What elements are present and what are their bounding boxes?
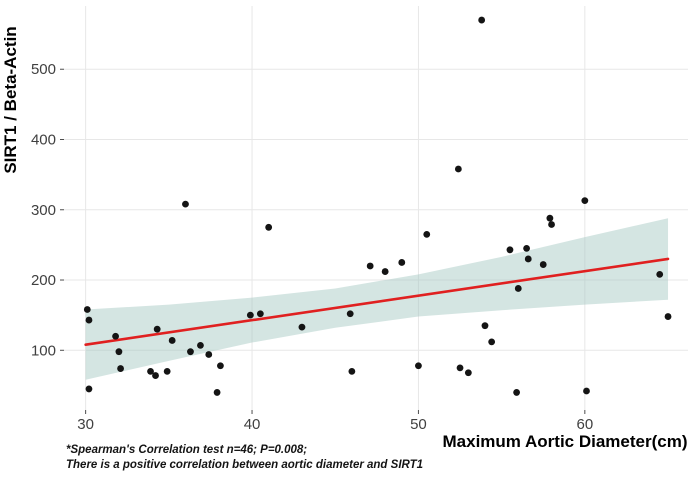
data-point — [348, 367, 356, 375]
y-axis-title: SIRT1 / Beta-Actin — [1, 26, 20, 173]
data-point — [213, 389, 221, 396]
data-point — [256, 310, 264, 318]
data-point — [85, 385, 93, 393]
y-tick-label: 300 — [31, 202, 56, 219]
regression-line-path — [84, 257, 670, 346]
data-point — [656, 270, 664, 278]
data-point — [85, 316, 93, 324]
data-point — [152, 372, 159, 379]
data-point — [381, 268, 389, 275]
data-point — [464, 369, 472, 377]
data-point — [346, 310, 354, 318]
data-points — [83, 16, 672, 396]
axis-ticks-and-labels: 30 40 50 60 100 200 300 400 500 — [31, 61, 593, 433]
x-tick-label: 40 — [244, 416, 261, 433]
y-tick-label: 100 — [31, 342, 56, 359]
data-point — [217, 362, 224, 370]
y-tick-label: 500 — [31, 61, 56, 78]
data-point — [539, 261, 547, 268]
data-point — [664, 313, 672, 320]
data-point — [546, 214, 554, 222]
data-point — [415, 362, 422, 370]
data-point — [117, 365, 124, 372]
data-point — [514, 285, 522, 292]
data-point — [83, 306, 91, 313]
data-point — [265, 223, 273, 231]
data-point — [182, 200, 189, 208]
data-point — [205, 351, 213, 358]
data-point — [513, 389, 521, 396]
regression-line — [84, 257, 670, 346]
y-tick-label: 200 — [31, 272, 56, 289]
data-point — [112, 332, 119, 340]
data-point — [488, 338, 496, 346]
data-point — [548, 221, 555, 228]
data-point — [523, 245, 530, 252]
x-tick-label: 50 — [410, 416, 427, 433]
data-point — [524, 255, 532, 263]
footnote-line-1: *Spearman's Correlation test n=46; P=0.0… — [66, 444, 307, 456]
confidence-band — [85, 218, 669, 380]
data-point — [423, 230, 431, 238]
data-point — [187, 348, 194, 356]
data-point — [197, 341, 204, 349]
data-point — [163, 367, 171, 375]
data-point — [115, 348, 123, 356]
x-axis-title: Maximum Aortic Diameter(cm) — [443, 432, 688, 451]
data-point — [366, 262, 374, 270]
footnote-line-2: There is a positive correlation between … — [66, 459, 423, 471]
data-point — [481, 322, 489, 330]
data-point — [246, 311, 254, 319]
data-point — [398, 259, 406, 266]
data-point — [506, 246, 514, 254]
x-tick-label: 30 — [77, 416, 94, 433]
x-tick-label: 60 — [576, 416, 593, 433]
data-point — [168, 337, 176, 344]
gridlines — [64, 6, 688, 410]
confidence-band-area — [85, 218, 669, 380]
data-point — [478, 16, 486, 24]
data-point — [298, 323, 306, 331]
data-point — [581, 197, 589, 205]
data-point — [454, 165, 462, 173]
data-point — [147, 367, 154, 375]
data-point — [583, 387, 590, 395]
data-point — [153, 325, 161, 333]
y-tick-label: 400 — [31, 131, 56, 148]
data-point — [456, 364, 464, 372]
